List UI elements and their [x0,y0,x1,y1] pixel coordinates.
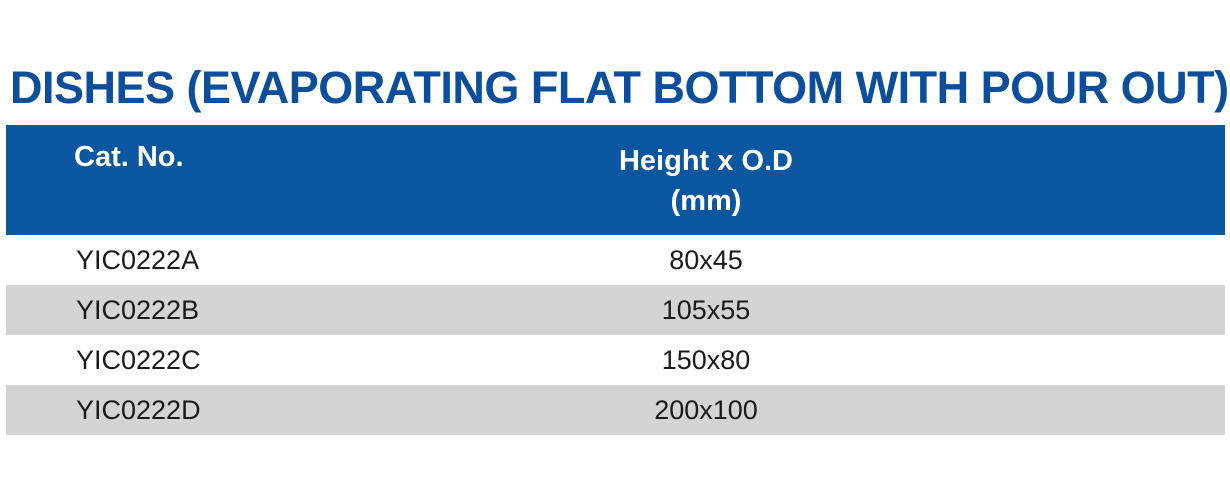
header-dimension-unit: (mm) [670,185,742,217]
product-table: Cat. No. Height x O.D (mm) YIC0222A 80x4… [6,125,1225,435]
header-dimension: Height x O.D (mm) [520,141,892,221]
table-row: YIC0222A 80x45 [6,235,1225,285]
header-cat-no: Cat. No. [74,141,184,173]
cell-cat-no: YIC0222A [76,245,200,275]
table-header: Cat. No. Height x O.D (mm) [6,125,1225,235]
cell-dimension: 200x100 [654,395,758,425]
cell-dimension: 80x45 [669,245,743,275]
cell-cat-no: YIC0222C [76,345,201,375]
table-row: YIC0222B 105x55 [6,285,1225,335]
cell-cat-no: YIC0222D [76,395,201,425]
cell-dimension: 105x55 [661,295,751,325]
page-title: DISHES (EVAPORATING FLAT BOTTOM WITH POU… [10,62,1229,113]
cell-cat-no: YIC0222B [76,295,200,325]
header-dimension-label: Height x O.D [618,145,793,177]
cell-dimension: 150x80 [661,345,751,375]
table-row: YIC0222D 200x100 [6,385,1225,435]
table-row: YIC0222C 150x80 [6,335,1225,385]
